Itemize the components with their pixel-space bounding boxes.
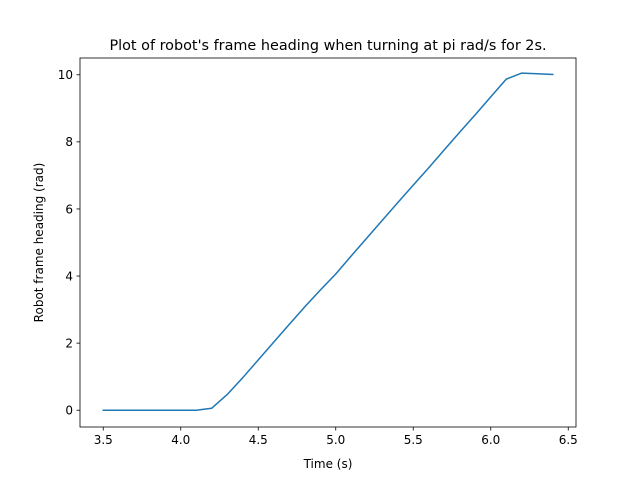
- y-axis-ticks: 0 2 4 6 8 10: [58, 68, 80, 418]
- y-axis-label: Robot frame heading (rad): [32, 163, 46, 323]
- x-tick-label: 4.5: [249, 433, 268, 447]
- x-axis-ticks: 3.5 4.0 4.5 5.0 5.5 6.0 6.5: [94, 427, 578, 447]
- chart-title: Plot of robot's frame heading when turni…: [109, 38, 546, 54]
- y-tick-label: 4: [65, 269, 73, 283]
- x-tick-label: 3.5: [94, 433, 113, 447]
- plot-area: [102, 72, 554, 411]
- x-tick-label: 6.0: [481, 433, 500, 447]
- x-tick-label: 6.5: [559, 433, 578, 447]
- x-axis-label: Time (s): [303, 457, 353, 471]
- y-tick-label: 0: [65, 404, 73, 418]
- x-tick-label: 5.0: [326, 433, 345, 447]
- y-tick-label: 8: [65, 135, 73, 149]
- y-tick-label: 10: [58, 68, 73, 82]
- x-tick-label: 4.0: [171, 433, 190, 447]
- axes-frame: [79, 57, 577, 428]
- series-line-heading: [102, 72, 554, 411]
- y-tick-label: 6: [65, 202, 73, 216]
- x-tick-label: 5.5: [404, 433, 423, 447]
- y-tick-label: 2: [65, 336, 73, 350]
